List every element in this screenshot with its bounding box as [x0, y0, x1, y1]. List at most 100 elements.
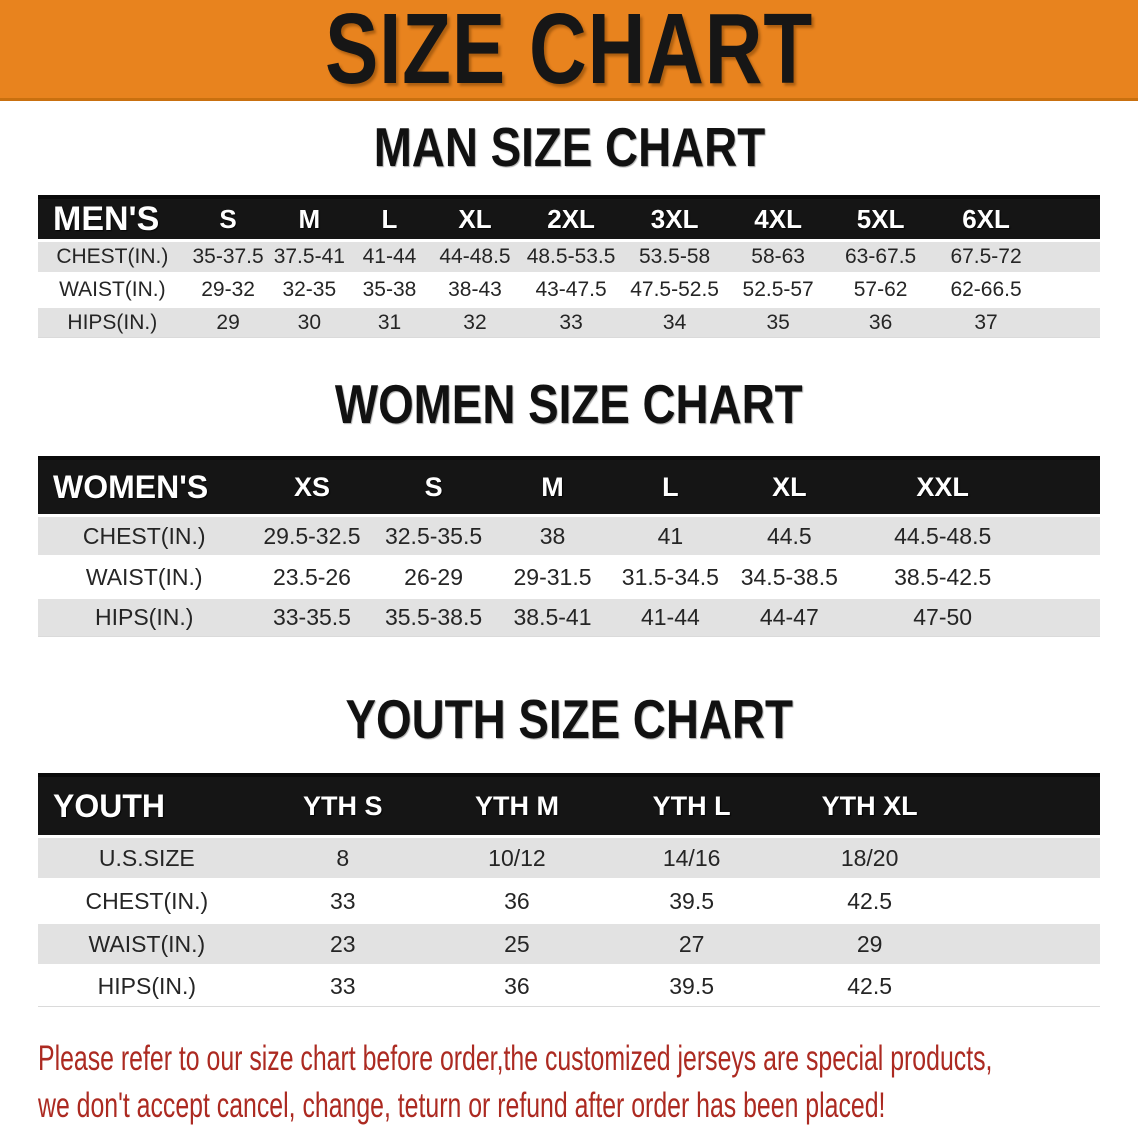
- cell: 34: [622, 305, 728, 338]
- women-size-header-m: M: [493, 456, 612, 514]
- men-size-header-2xl: 2XL: [520, 195, 623, 239]
- cell: 62-66.5: [932, 272, 1100, 305]
- disclaimer-line-2: we don't accept cancel, change, teturn o…: [38, 1086, 886, 1125]
- youth-size-header-s: YTH S: [255, 773, 430, 835]
- cell: 47.5-52.5: [622, 272, 728, 305]
- cell: 48.5-53.5: [520, 239, 623, 272]
- women-chest-row: CHEST(IN.) 29.5-32.5 32.5-35.5 38 41 44.…: [38, 514, 1100, 555]
- row-label: CHEST(IN.): [38, 514, 251, 555]
- youth-ussize-row: U.S.SIZE 8 10/12 14/16 18/20: [38, 835, 1100, 878]
- cell: 41-44: [611, 596, 730, 637]
- cell: 31.5-34.5: [611, 555, 730, 596]
- size-chart-banner: SIZE CHART: [0, 0, 1138, 101]
- youth-table-label: YOUTH: [38, 773, 256, 835]
- women-header-row: WOMEN'S XS S M L XL XXL: [38, 456, 1100, 514]
- cell: 35-38: [349, 272, 430, 305]
- man-section-heading-text: MAN SIZE CHART: [373, 117, 765, 179]
- men-table-label: MEN'S: [38, 195, 187, 239]
- cell: 43-47.5: [520, 272, 623, 305]
- youth-waist-row: WAIST(IN.) 23 25 27 29: [38, 921, 1100, 964]
- women-size-header-xl: XL: [729, 456, 850, 514]
- cell: 36: [429, 964, 605, 1007]
- cell: 44-47: [729, 596, 850, 637]
- cell: 33-35.5: [250, 596, 374, 637]
- row-label: WAIST(IN.): [38, 555, 251, 596]
- men-size-header-5xl: 5XL: [829, 195, 933, 239]
- cell: 23.5-26: [250, 555, 374, 596]
- women-size-header-xxl: XXL: [849, 456, 1100, 514]
- men-size-header-s: S: [186, 195, 270, 239]
- youth-size-table: YOUTH YTH S YTH M YTH L YTH XL U.S.SIZE …: [38, 773, 1100, 1007]
- cell: 32-35: [269, 272, 350, 305]
- men-size-header-xl: XL: [429, 195, 521, 239]
- men-size-header-4xl: 4XL: [727, 195, 830, 239]
- women-waist-row: WAIST(IN.) 23.5-26 26-29 29-31.5 31.5-34…: [38, 555, 1100, 596]
- cell: 30: [269, 305, 350, 338]
- men-size-header-l: L: [349, 195, 430, 239]
- cell: 41-44: [349, 239, 430, 272]
- women-hips-row: HIPS(IN.) 33-35.5 35.5-38.5 38.5-41 41-4…: [38, 596, 1100, 637]
- cell: 26-29: [373, 555, 494, 596]
- women-size-header-s: S: [373, 456, 494, 514]
- row-label: WAIST(IN.): [38, 921, 256, 964]
- cell: 14/16: [604, 835, 780, 878]
- men-header-row: MEN'S S M L XL 2XL 3XL 4XL 5XL 6XL: [38, 195, 1100, 239]
- cell: 39.5: [604, 964, 780, 1007]
- row-label: U.S.SIZE: [38, 835, 256, 878]
- cell: 42.5: [779, 878, 1100, 921]
- row-label: CHEST(IN.): [38, 878, 256, 921]
- women-section-heading-text: WOMEN SIZE CHART: [335, 374, 803, 436]
- cell: 34.5-38.5: [729, 555, 850, 596]
- cell: 47-50: [849, 596, 1100, 637]
- men-size-header-3xl: 3XL: [622, 195, 728, 239]
- cell: 58-63: [727, 239, 830, 272]
- disclaimer: Please refer to our size chart before or…: [0, 1035, 1138, 1129]
- cell: 31: [349, 305, 430, 338]
- row-label: HIPS(IN.): [38, 305, 187, 338]
- men-size-table: MEN'S S M L XL 2XL 3XL 4XL 5XL 6XL CHEST…: [38, 195, 1100, 338]
- cell: 53.5-58: [622, 239, 728, 272]
- cell: 18/20: [779, 835, 1100, 878]
- cell: 23: [255, 921, 430, 964]
- disclaimer-line-1: Please refer to our size chart before or…: [38, 1039, 993, 1078]
- cell: 41: [611, 514, 730, 555]
- youth-size-header-l: YTH L: [604, 773, 780, 835]
- men-size-header-6xl: 6XL: [932, 195, 1100, 239]
- cell: 37: [932, 305, 1100, 338]
- cell: 38-43: [429, 272, 521, 305]
- cell: 44-48.5: [429, 239, 521, 272]
- row-label: WAIST(IN.): [38, 272, 187, 305]
- cell: 67.5-72: [932, 239, 1100, 272]
- row-label: CHEST(IN.): [38, 239, 187, 272]
- cell: 36: [829, 305, 933, 338]
- cell: 29: [779, 921, 1100, 964]
- cell: 44.5-48.5: [849, 514, 1100, 555]
- youth-chest-row: CHEST(IN.) 33 36 39.5 42.5: [38, 878, 1100, 921]
- cell: 57-62: [829, 272, 933, 305]
- cell: 38: [493, 514, 612, 555]
- man-section-heading: MAN SIZE CHART: [0, 117, 1138, 179]
- cell: 29-31.5: [493, 555, 612, 596]
- cell: 38.5-41: [493, 596, 612, 637]
- cell: 32.5-35.5: [373, 514, 494, 555]
- cell: 37.5-41: [269, 239, 350, 272]
- cell: 33: [520, 305, 623, 338]
- youth-header-row: YOUTH YTH S YTH M YTH L YTH XL: [38, 773, 1100, 835]
- cell: 32: [429, 305, 521, 338]
- row-label: HIPS(IN.): [38, 596, 251, 637]
- cell: 35.5-38.5: [373, 596, 494, 637]
- cell: 10/12: [429, 835, 605, 878]
- men-size-header-m: M: [269, 195, 350, 239]
- women-section-heading: WOMEN SIZE CHART: [0, 374, 1138, 436]
- cell: 29-32: [186, 272, 270, 305]
- men-chest-row: CHEST(IN.) 35-37.5 37.5-41 41-44 44-48.5…: [38, 239, 1100, 272]
- youth-size-header-xl: YTH XL: [779, 773, 1100, 835]
- cell: 29: [186, 305, 270, 338]
- cell: 38.5-42.5: [849, 555, 1100, 596]
- cell: 35-37.5: [186, 239, 270, 272]
- women-size-table: WOMEN'S XS S M L XL XXL CHEST(IN.) 29.5-…: [38, 456, 1100, 637]
- cell: 44.5: [729, 514, 850, 555]
- page-title: SIZE CHART: [325, 0, 813, 105]
- women-size-header-l: L: [611, 456, 730, 514]
- cell: 33: [255, 964, 430, 1007]
